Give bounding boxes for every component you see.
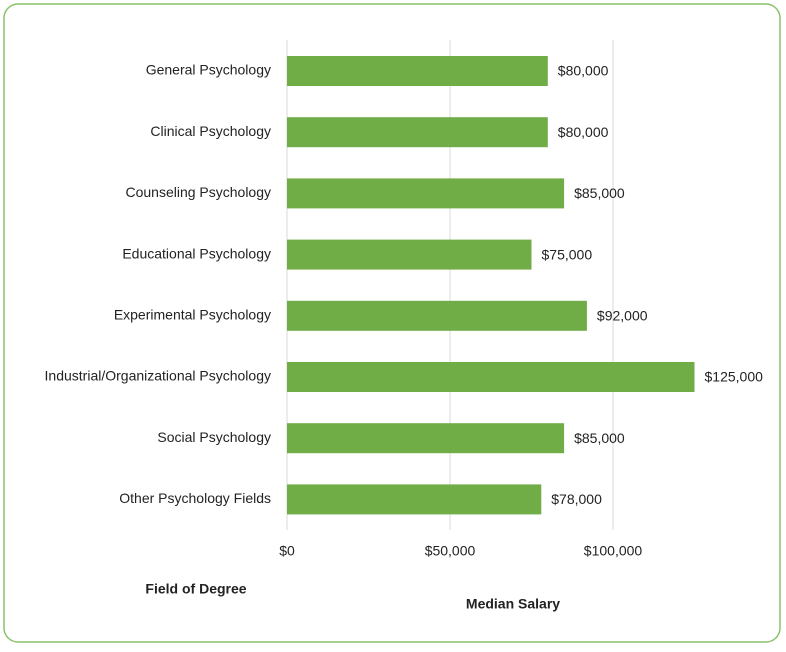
y-tick-label: General Psychology [146,62,271,78]
y-tick-label: Social Psychology [157,429,271,445]
bar [287,484,542,515]
value-label: $78,000 [551,491,602,507]
bar [287,178,565,209]
y-tick-label: Counseling Psychology [125,184,271,200]
y-tick-label: Clinical Psychology [150,123,271,139]
y-tick-label: Educational Psychology [122,245,271,261]
x-tick-label: $0 [279,543,295,559]
bar [287,423,565,454]
bar [287,117,548,148]
value-label: $80,000 [558,124,609,140]
x-tick-label: $100,000 [584,543,643,559]
value-label: $75,000 [542,246,593,262]
y-tick-label: Experimental Psychology [114,307,271,323]
bar [287,362,695,392]
bar [287,56,548,86]
value-label: $92,000 [597,308,648,324]
y-axis-title: Field of Degree [145,581,246,597]
x-axis-title: Median Salary [466,596,560,612]
x-tick-label: $50,000 [425,543,476,559]
value-label: $85,000 [574,185,625,201]
bar [287,300,587,331]
y-tick-label: Industrial/Organizational Psychology [45,368,271,384]
bar [287,239,532,270]
value-label: $85,000 [574,430,625,446]
value-label: $80,000 [558,63,609,79]
y-tick-label: Other Psychology Fields [119,490,271,506]
value-label: $125,000 [705,369,764,385]
